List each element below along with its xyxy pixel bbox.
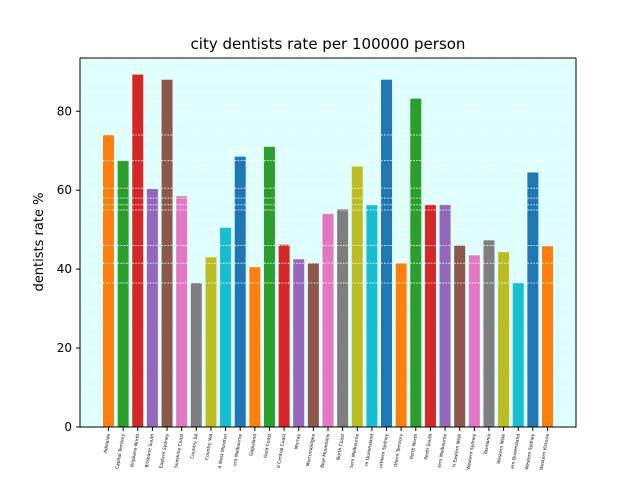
bar	[351, 166, 363, 427]
x-tick-label: Gold Coast	[263, 433, 273, 458]
bar	[454, 245, 466, 427]
x-tick-label: Perth South	[423, 433, 434, 460]
x-tick-label: Blue Mountains	[320, 433, 332, 469]
x-tick-label: Eastern Sydney	[158, 433, 170, 469]
bar	[293, 259, 305, 427]
x-tick-label: Western NSW	[496, 433, 507, 465]
x-tick-label: Perth North	[409, 433, 419, 460]
bar	[439, 204, 451, 427]
bar	[278, 244, 290, 427]
bar	[468, 255, 480, 427]
bar	[132, 74, 144, 427]
x-tick-label: Murrumbidgee	[305, 433, 317, 467]
chart-title: city dentists rate per 100000 person	[191, 35, 466, 53]
y-axis-label: dentists rate %	[32, 193, 47, 292]
x-tick-label: tern Melbourne	[437, 433, 449, 468]
bar	[424, 204, 436, 427]
x-tick-label: d Central Coast	[276, 433, 288, 469]
x-tick-label: tern Melbourne	[349, 433, 361, 468]
bar	[322, 213, 334, 427]
bar	[498, 252, 510, 427]
x-tick-label: Murray	[294, 433, 303, 450]
bars	[103, 74, 553, 428]
x-tick-label: orthern Sydney	[378, 433, 390, 469]
x-tick-label: Western Victoria	[539, 433, 551, 471]
x-tick-label: d West Moreton	[217, 433, 229, 469]
y-tick-label: 20	[57, 341, 72, 355]
bar	[161, 79, 173, 428]
bar	[249, 267, 261, 427]
x-tick-label: Brisbane South	[144, 433, 156, 468]
x-tick-label: Capital Territory	[114, 433, 126, 470]
x-axis: Adelaide Capital Territory Brisbane North B…	[103, 427, 551, 471]
bar	[366, 205, 378, 427]
bar	[263, 146, 275, 427]
bar	[117, 160, 129, 427]
y-tick-label: 0	[64, 420, 72, 434]
bar	[190, 282, 202, 427]
bar	[410, 98, 422, 427]
bar	[146, 189, 158, 427]
bar	[395, 263, 407, 427]
bar	[527, 172, 539, 427]
y-tick-label: 80	[57, 104, 72, 118]
x-tick-label: rn Queensland	[364, 433, 376, 467]
bar	[542, 246, 553, 427]
x-tick-label: Tasmania	[483, 433, 493, 456]
x-tick-label: Western Sydney	[524, 433, 536, 470]
x-tick-label: rthern Territory	[393, 433, 405, 468]
bar	[220, 227, 232, 427]
bar	[103, 134, 114, 427]
x-tick-label: Country SA	[189, 432, 199, 459]
y-tick-label: 40	[57, 262, 72, 276]
x-tick-label: Sunshine Coast	[173, 433, 185, 469]
bar	[234, 156, 246, 428]
bar	[512, 282, 524, 427]
x-tick-label: Gippsland	[248, 433, 258, 456]
x-tick-label: North Coast	[336, 433, 347, 461]
x-tick-label: Western Sydney	[466, 433, 478, 470]
bar	[381, 79, 393, 428]
x-tick-label: ern Queensland	[510, 433, 522, 469]
bar	[307, 263, 319, 427]
bar	[176, 196, 188, 427]
x-tick-label: Country WA	[204, 432, 215, 460]
x-tick-label: Adelaide	[103, 433, 112, 453]
bar	[337, 209, 349, 427]
x-tick-label: ern Melbourne	[232, 433, 244, 466]
bar	[205, 257, 217, 427]
y-tick-label: 60	[57, 183, 72, 197]
x-tick-label: Brisbane North	[129, 433, 141, 467]
y-axis: 0 20 40 60 80	[57, 104, 80, 434]
bar	[483, 240, 495, 427]
x-tick-label: h Eastern NSW	[451, 433, 463, 468]
